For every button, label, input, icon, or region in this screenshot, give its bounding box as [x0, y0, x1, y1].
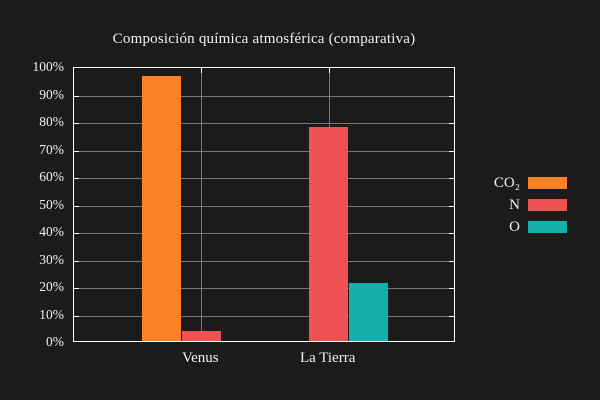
y-tick-label: 10% [39, 306, 64, 322]
y-tick-label: 20% [39, 279, 64, 294]
h-gridline [74, 315, 454, 317]
x-tick [328, 68, 330, 73]
bar [141, 75, 181, 341]
y-tick [74, 178, 79, 179]
y-tick [449, 123, 454, 124]
y-tick-label: 50% [39, 196, 64, 212]
y-tick [74, 260, 79, 262]
y-tick-label: 100% [32, 59, 65, 74]
legend-row: CO₂ [494, 172, 567, 194]
y-tick-label: 60% [39, 169, 64, 184]
y-tick [449, 95, 454, 97]
y-tick [449, 205, 454, 207]
legend-label: O [509, 218, 520, 235]
y-tick-label: 90% [39, 86, 64, 102]
legend-row: O [494, 216, 567, 238]
y-tick [74, 123, 79, 124]
bar [349, 283, 389, 341]
y-tick [449, 260, 454, 262]
y-tick [74, 150, 79, 152]
x-tick-label: La Tierra [299, 350, 356, 366]
legend-swatch [528, 221, 567, 233]
x-tick [201, 68, 203, 73]
y-tick [74, 95, 79, 97]
legend-swatch [528, 199, 567, 211]
h-gridline [74, 233, 454, 234]
y-tick [74, 288, 79, 289]
h-gridline [74, 260, 454, 262]
bar [181, 331, 221, 341]
legend: CO₂ N O [494, 172, 567, 238]
y-tick-label: 70% [39, 141, 64, 157]
y-tick [449, 315, 454, 317]
bar [309, 126, 349, 341]
plot-area [73, 67, 455, 342]
legend-swatch [528, 177, 567, 189]
legend-label: N [509, 196, 520, 213]
h-gridline [74, 150, 454, 152]
y-tick [74, 205, 79, 207]
y-tick [449, 288, 454, 289]
y-tick [449, 150, 454, 152]
h-gridline [74, 288, 454, 289]
h-gridline [74, 205, 454, 207]
legend-row: N [494, 194, 567, 216]
y-tick [74, 315, 79, 317]
legend-label: CO₂ [493, 174, 520, 191]
y-tick-label: 80% [39, 114, 64, 129]
h-gridline [74, 123, 454, 124]
v-gridline [201, 68, 203, 341]
y-tick [449, 178, 454, 179]
h-gridline [74, 178, 454, 179]
y-tick [449, 233, 454, 234]
chart-title: Composición química atmosférica (compara… [112, 31, 416, 47]
y-tick [74, 233, 79, 234]
y-tick-label: 30% [39, 251, 64, 267]
y-tick-label: 40% [39, 224, 64, 239]
y-tick-label: 0% [46, 334, 64, 349]
x-tick-label: Venus [181, 350, 219, 366]
h-gridline [74, 95, 454, 97]
